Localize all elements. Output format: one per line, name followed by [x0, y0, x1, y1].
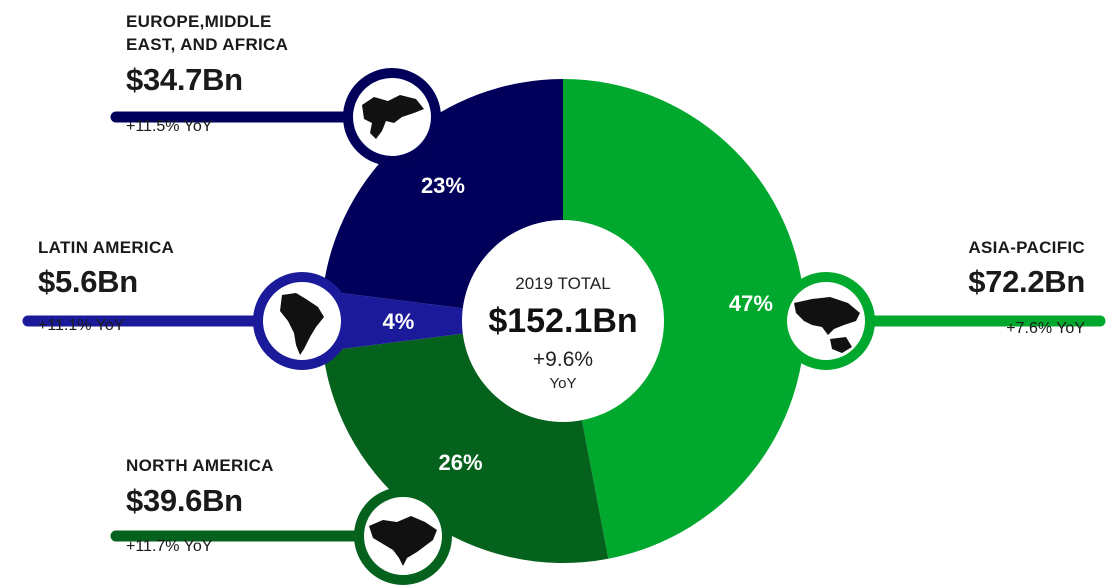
badge-emea [343, 68, 441, 166]
region-name: NORTH AMERICA [126, 456, 274, 475]
region-value: $72.2Bn [968, 264, 1085, 299]
badge-north-america [354, 487, 452, 585]
slice-asia-pacific-percent-label: 47% [729, 291, 773, 316]
region-value: $5.6Bn [38, 264, 138, 299]
center-total-value: $152.1Bn [488, 302, 637, 340]
slice-north-america-percent-label: 26% [439, 450, 483, 475]
slice-asia-pacific [563, 79, 805, 559]
region-value: $39.6Bn [126, 483, 243, 518]
center-growth: +9.6% [533, 348, 593, 371]
region-name: LATIN AMERICA [38, 238, 175, 257]
region-yoy: +11.7% YoY [126, 538, 213, 555]
region-name: EUROPE,MIDDLE EAST, AND AFRICA [126, 10, 288, 56]
region-yoy: +11.5% YoY [126, 118, 213, 135]
region-north-america: NORTH AMERICA $39.6Bn +11.7% YoY [126, 454, 274, 556]
center-hole [462, 220, 664, 422]
region-name-line: EAST, AND AFRICA [126, 35, 289, 54]
region-name: ASIA-PACIFIC [968, 238, 1085, 257]
slice-latin-america-percent-label: 4% [383, 309, 415, 334]
slice-emea-percent-label: 23% [421, 173, 465, 198]
slice-latin-america [320, 290, 563, 352]
asia-pacific-map-icon [794, 297, 860, 353]
region-name-line: EUROPE,MIDDLE [126, 12, 272, 31]
center-growth-unit: YoY [550, 375, 577, 392]
region-emea: EUROPE,MIDDLE EAST, AND AFRICA $34.7Bn +… [126, 10, 288, 136]
region-yoy: +11.1% YoY [38, 317, 125, 334]
badge-asia-pacific [777, 272, 875, 370]
region-value: $34.7Bn [126, 62, 243, 97]
north-america-map-icon [369, 516, 437, 566]
region-latam: LATIN AMERICA $5.6Bn +11.1% YoY [38, 236, 174, 335]
europe-map-icon [362, 95, 424, 139]
region-asia-pacific: ASIA-PACIFIC $72.2Bn +7.6% YoY [968, 236, 1085, 338]
badge-latam [253, 272, 351, 370]
center-total-title: 2019 TOTAL [515, 274, 610, 293]
region-yoy: +7.6% YoY [1006, 320, 1085, 337]
south-america-map-icon [280, 293, 324, 355]
